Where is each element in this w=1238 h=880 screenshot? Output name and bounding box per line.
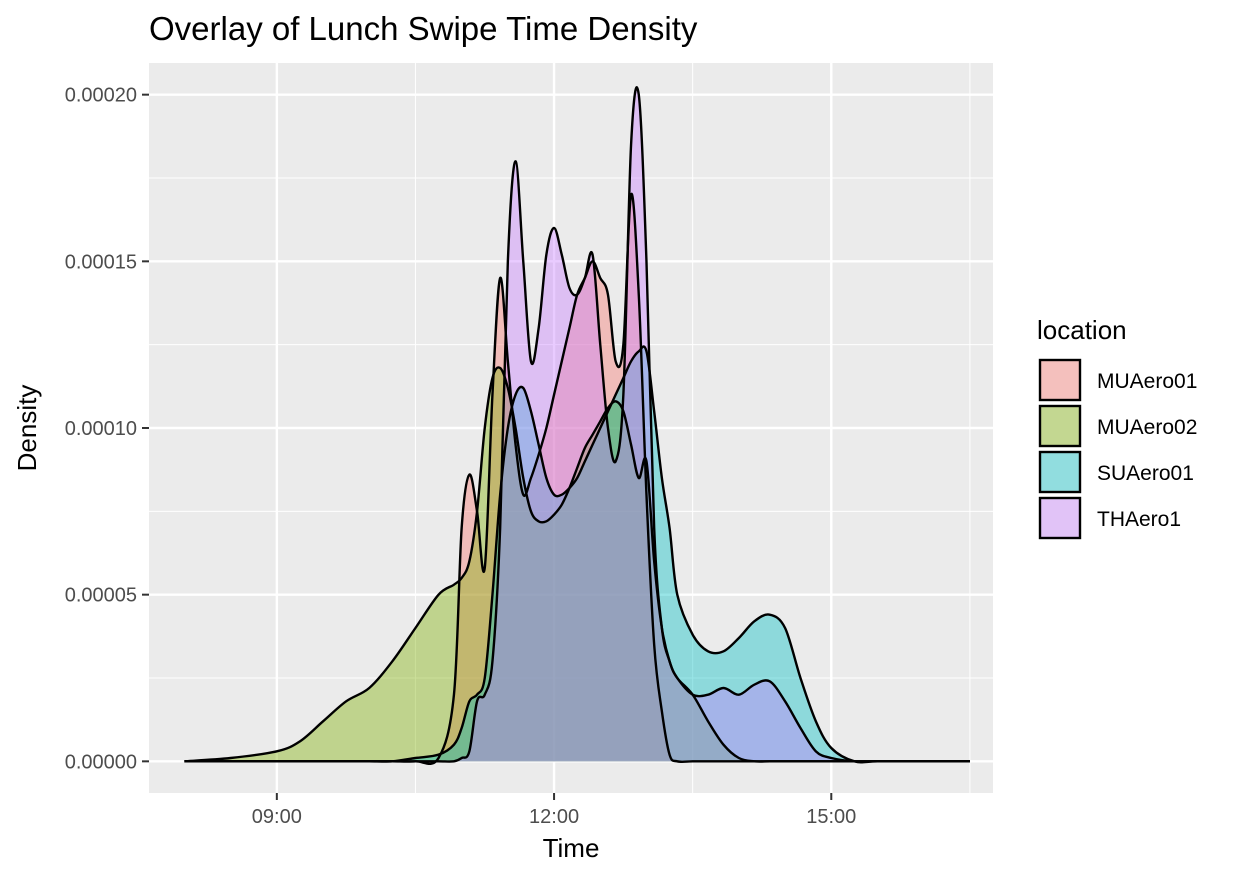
legend-key-bg [1039,497,1081,539]
x-axis-title: Time [543,833,600,863]
density-line-suaero01 [184,345,970,764]
x-tick-label: 12:00 [529,806,579,828]
y-axis-ticks: 0.00000 0.00005 0.00010 0.00015 0.00020 [65,85,149,773]
legend-label: MUAero02 [1097,416,1197,439]
legend-items: MUAero01 MUAero02 SUAero01 THAero1 [1038,358,1197,540]
chart-title: Overlay of Lunch Swipe Time Density [149,10,698,47]
legend-key-bg [1039,451,1081,493]
density-area-thaero1 [184,87,970,762]
density-line-muaero02 [184,366,970,763]
density-area-suaero01 [184,346,970,763]
y-tick-label: 0.00005 [65,585,137,607]
x-tick-label: 09:00 [252,806,302,828]
legend-label: SUAero01 [1097,462,1194,485]
legend-key-suaero01 [1038,450,1082,494]
x-tick-label: 15:00 [806,806,856,828]
y-tick-label: 0.00000 [65,751,137,773]
x-axis-ticks: 09:00 12:00 15:00 [252,793,856,828]
density-area-muaero02 [184,367,970,762]
legend-label: MUAero01 [1097,370,1197,393]
legend-key-thaero1 [1038,496,1082,540]
legend-title: location [1037,315,1127,345]
density-line-thaero1 [184,86,970,763]
legend-key-bg [1039,359,1081,401]
y-tick-label: 0.00015 [65,251,137,273]
legend: location MUAero01 MUAero02 SUAero01 THAero1 [1037,315,1197,540]
y-axis-title: Density [12,385,42,472]
legend-label: THAero1 [1097,508,1181,531]
legend-key-muaero02 [1038,404,1082,448]
density-lines [184,86,970,765]
y-tick-label: 0.00010 [65,418,137,440]
legend-key-muaero01 [1038,358,1082,402]
y-tick-label: 0.00020 [65,85,137,107]
legend-key-bg [1039,405,1081,447]
